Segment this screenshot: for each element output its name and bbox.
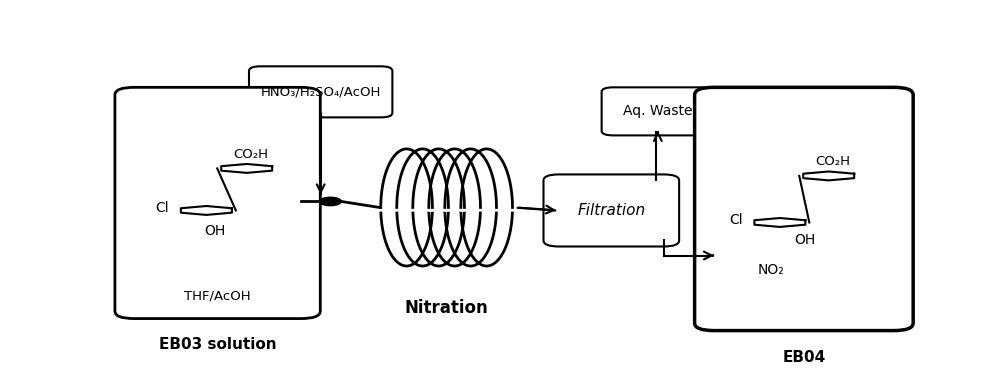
Text: CO₂H: CO₂H [815,156,850,168]
Text: Filtration: Filtration [577,203,645,218]
Text: OH: OH [795,233,816,247]
FancyBboxPatch shape [115,87,320,319]
Text: OH: OH [205,224,226,238]
FancyBboxPatch shape [602,87,714,135]
Text: HNO₃/H₂SO₄/AcOH: HNO₃/H₂SO₄/AcOH [260,85,381,98]
Text: EB04: EB04 [782,350,826,365]
FancyBboxPatch shape [695,87,913,331]
Circle shape [320,197,341,206]
Text: CO₂H: CO₂H [233,148,268,161]
Text: NO₂: NO₂ [758,263,784,277]
Text: Cl: Cl [156,201,169,215]
Text: Aq. Waste: Aq. Waste [623,105,693,118]
Text: THF/AcOH: THF/AcOH [184,289,251,302]
Text: Nitration: Nitration [405,299,488,317]
FancyBboxPatch shape [544,174,679,246]
Text: EB03 solution: EB03 solution [159,337,276,352]
FancyBboxPatch shape [249,66,392,117]
Text: Cl: Cl [729,213,743,227]
